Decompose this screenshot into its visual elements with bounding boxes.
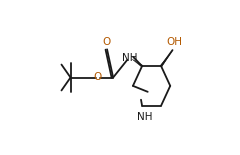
Text: NH: NH	[137, 112, 152, 122]
Text: OH: OH	[166, 37, 182, 47]
Polygon shape	[160, 51, 172, 67]
Text: O: O	[102, 37, 110, 47]
Text: O: O	[94, 73, 102, 82]
Polygon shape	[132, 59, 143, 67]
Text: NH: NH	[122, 53, 138, 63]
